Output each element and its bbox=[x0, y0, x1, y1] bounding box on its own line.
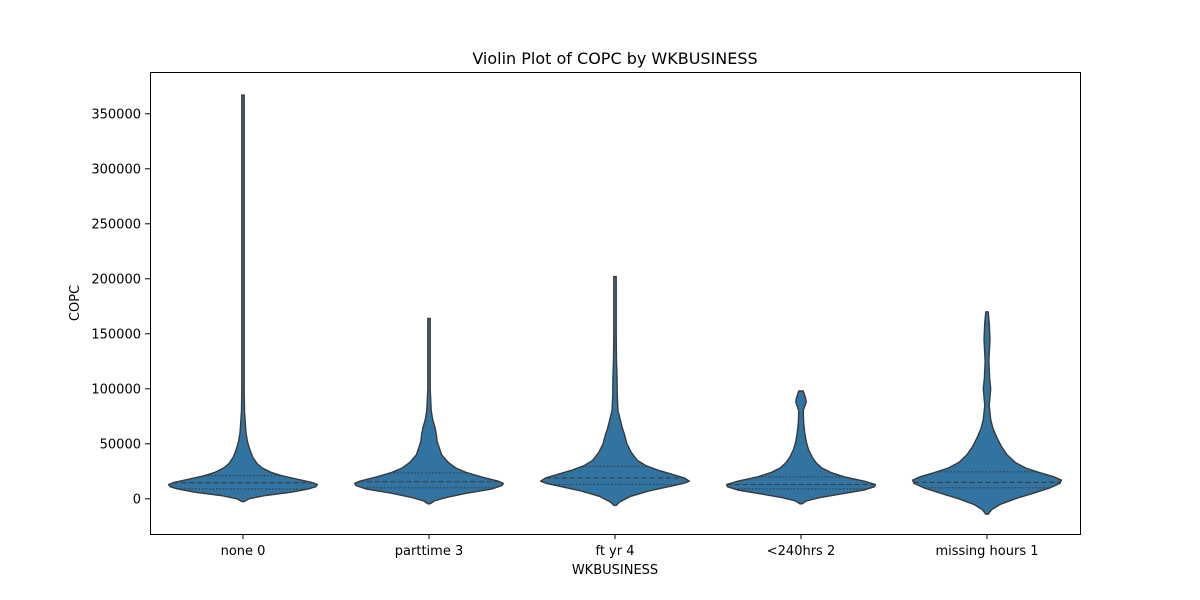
x-tick-label: ft yr 4 bbox=[595, 544, 634, 559]
x-axis-ticks: none 0 parttime 3 ft yr 4 <240hrs 2 missing … bbox=[221, 534, 1039, 559]
x-tick-label: parttime 3 bbox=[395, 544, 463, 559]
violin-body bbox=[353, 317, 505, 505]
violin-none-0 bbox=[167, 94, 319, 503]
y-tick-label: 250000 bbox=[91, 217, 141, 232]
y-tick-label: 150000 bbox=[91, 327, 141, 342]
y-tick-label: 350000 bbox=[91, 107, 141, 122]
y-tick-label: 0 bbox=[133, 492, 141, 507]
y-tick-label: 50000 bbox=[100, 437, 141, 452]
y-axis-ticks: 0 50000 100000 150000 200000 250000 300000 3500… bbox=[91, 107, 150, 507]
y-tick-label: 300000 bbox=[91, 162, 141, 177]
violin-parttime-3 bbox=[353, 317, 505, 505]
violin-body bbox=[911, 311, 1063, 515]
violin-ft-yr-4 bbox=[539, 275, 691, 507]
y-axis-label: COPC bbox=[68, 285, 83, 321]
chart-title: Violin Plot of COPC by WKBUSINESS bbox=[472, 49, 757, 68]
x-tick-label: none 0 bbox=[221, 544, 266, 559]
violins-group bbox=[167, 94, 1063, 515]
violin-body bbox=[539, 275, 691, 507]
x-tick-label: <240hrs 2 bbox=[767, 544, 835, 559]
violin-body bbox=[725, 390, 877, 505]
x-tick-label: missing hours 1 bbox=[935, 544, 1038, 559]
violin--240hrs-2 bbox=[725, 390, 877, 505]
violin-missing-hours-1 bbox=[911, 311, 1063, 515]
y-tick-label: 100000 bbox=[91, 382, 141, 397]
x-axis-label: WKBUSINESS bbox=[572, 563, 658, 578]
violin-body bbox=[167, 94, 319, 503]
y-tick-label: 200000 bbox=[91, 272, 141, 287]
